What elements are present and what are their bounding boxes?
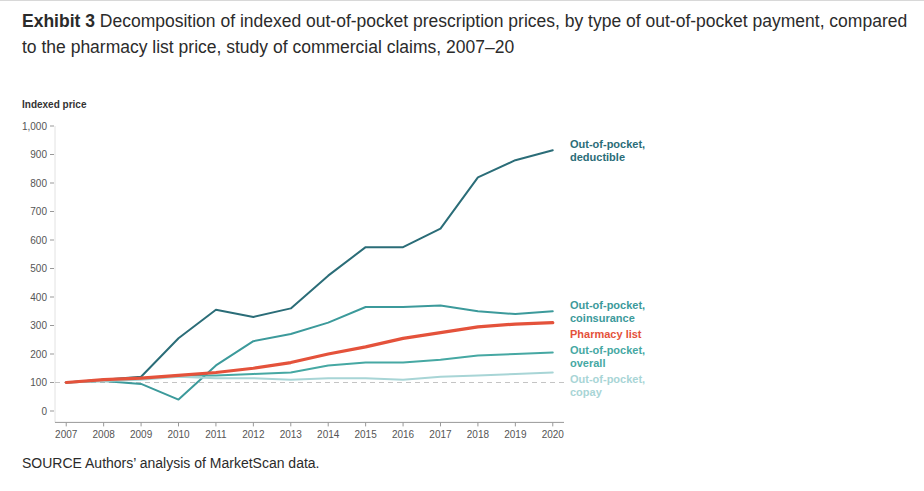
- x-tick-label: 2011: [205, 429, 227, 440]
- y-axis-label: Indexed price: [22, 99, 87, 110]
- x-tick-label: 2010: [167, 429, 190, 440]
- x-axis-line: [55, 422, 564, 423]
- series-label: Out-of-pocket,overall: [570, 344, 645, 369]
- y-tick: [50, 411, 54, 412]
- top-border: [0, 0, 924, 1]
- x-tick: [403, 422, 404, 426]
- x-tick: [253, 422, 254, 426]
- y-tick: [50, 382, 54, 383]
- x-tick-label: 2019: [504, 429, 527, 440]
- y-tick-label: 800: [30, 178, 47, 189]
- y-tick-label: 600: [30, 235, 47, 246]
- series-label: Out-of-pocket,coinsurance: [570, 299, 645, 324]
- exhibit-label: Exhibit 3: [22, 11, 95, 31]
- x-tick-label: 2016: [392, 429, 415, 440]
- x-tick: [365, 422, 366, 426]
- series-line: [66, 306, 553, 400]
- y-tick: [50, 240, 54, 241]
- title: Exhibit 3 Decomposition of indexed out-o…: [22, 8, 912, 60]
- x-tick-label: 2020: [542, 429, 565, 440]
- y-axis-line: [55, 126, 56, 422]
- y-tick: [50, 325, 54, 326]
- y-tick-label: 700: [30, 206, 47, 217]
- x-tick-label: 2017: [429, 429, 452, 440]
- x-tick-label: 2014: [317, 429, 340, 440]
- y-tick-label: 400: [30, 292, 47, 303]
- x-tick: [552, 422, 553, 426]
- y-tick: [50, 183, 54, 184]
- y-tick-label: 0: [41, 406, 47, 417]
- y-tick-label: 300: [30, 320, 47, 331]
- y-tick: [50, 268, 54, 269]
- x-tick-label: 2013: [280, 429, 303, 440]
- y-tick-label: 200: [30, 349, 47, 360]
- x-tick-label: 2018: [467, 429, 490, 440]
- x-tick: [215, 422, 216, 426]
- y-tick-label: 900: [30, 149, 47, 160]
- x-tick-label: 2008: [93, 429, 116, 440]
- y-tick: [50, 354, 54, 355]
- x-tick-label: 2015: [355, 429, 378, 440]
- y-tick: [50, 211, 54, 212]
- x-tick: [178, 422, 179, 426]
- x-tick: [477, 422, 478, 426]
- y-tick-label: 1,000: [22, 121, 47, 132]
- y-tick: [50, 126, 54, 127]
- series-line: [66, 323, 553, 383]
- x-tick: [328, 422, 329, 426]
- series-label: Out-of-pocket,copay: [570, 373, 645, 398]
- x-tick: [103, 422, 104, 426]
- y-tick: [50, 154, 54, 155]
- series-line: [66, 150, 553, 382]
- y-tick-label: 500: [30, 263, 47, 274]
- x-tick-label: 2009: [130, 429, 153, 440]
- y-tick: [50, 297, 54, 298]
- x-tick: [290, 422, 291, 426]
- chart: Indexed price 0 100 200 300 400 500 600 700 800 90…: [0, 0, 924, 491]
- x-tick: [141, 422, 142, 426]
- source: SOURCE Authors’ analysis of MarketScan d…: [22, 455, 320, 471]
- title-text: Decomposition of indexed out-of-pocket p…: [22, 11, 907, 57]
- series-label: Out-of-pocket,deductible: [570, 138, 645, 163]
- x-tick-label: 2007: [55, 429, 78, 440]
- x-tick-label: 2012: [242, 429, 265, 440]
- x-tick: [515, 422, 516, 426]
- y-tick-label: 100: [30, 377, 47, 388]
- plot-area: [55, 150, 564, 399]
- x-tick: [66, 422, 67, 426]
- series-label: Pharmacy list: [570, 328, 642, 340]
- x-tick: [440, 422, 441, 426]
